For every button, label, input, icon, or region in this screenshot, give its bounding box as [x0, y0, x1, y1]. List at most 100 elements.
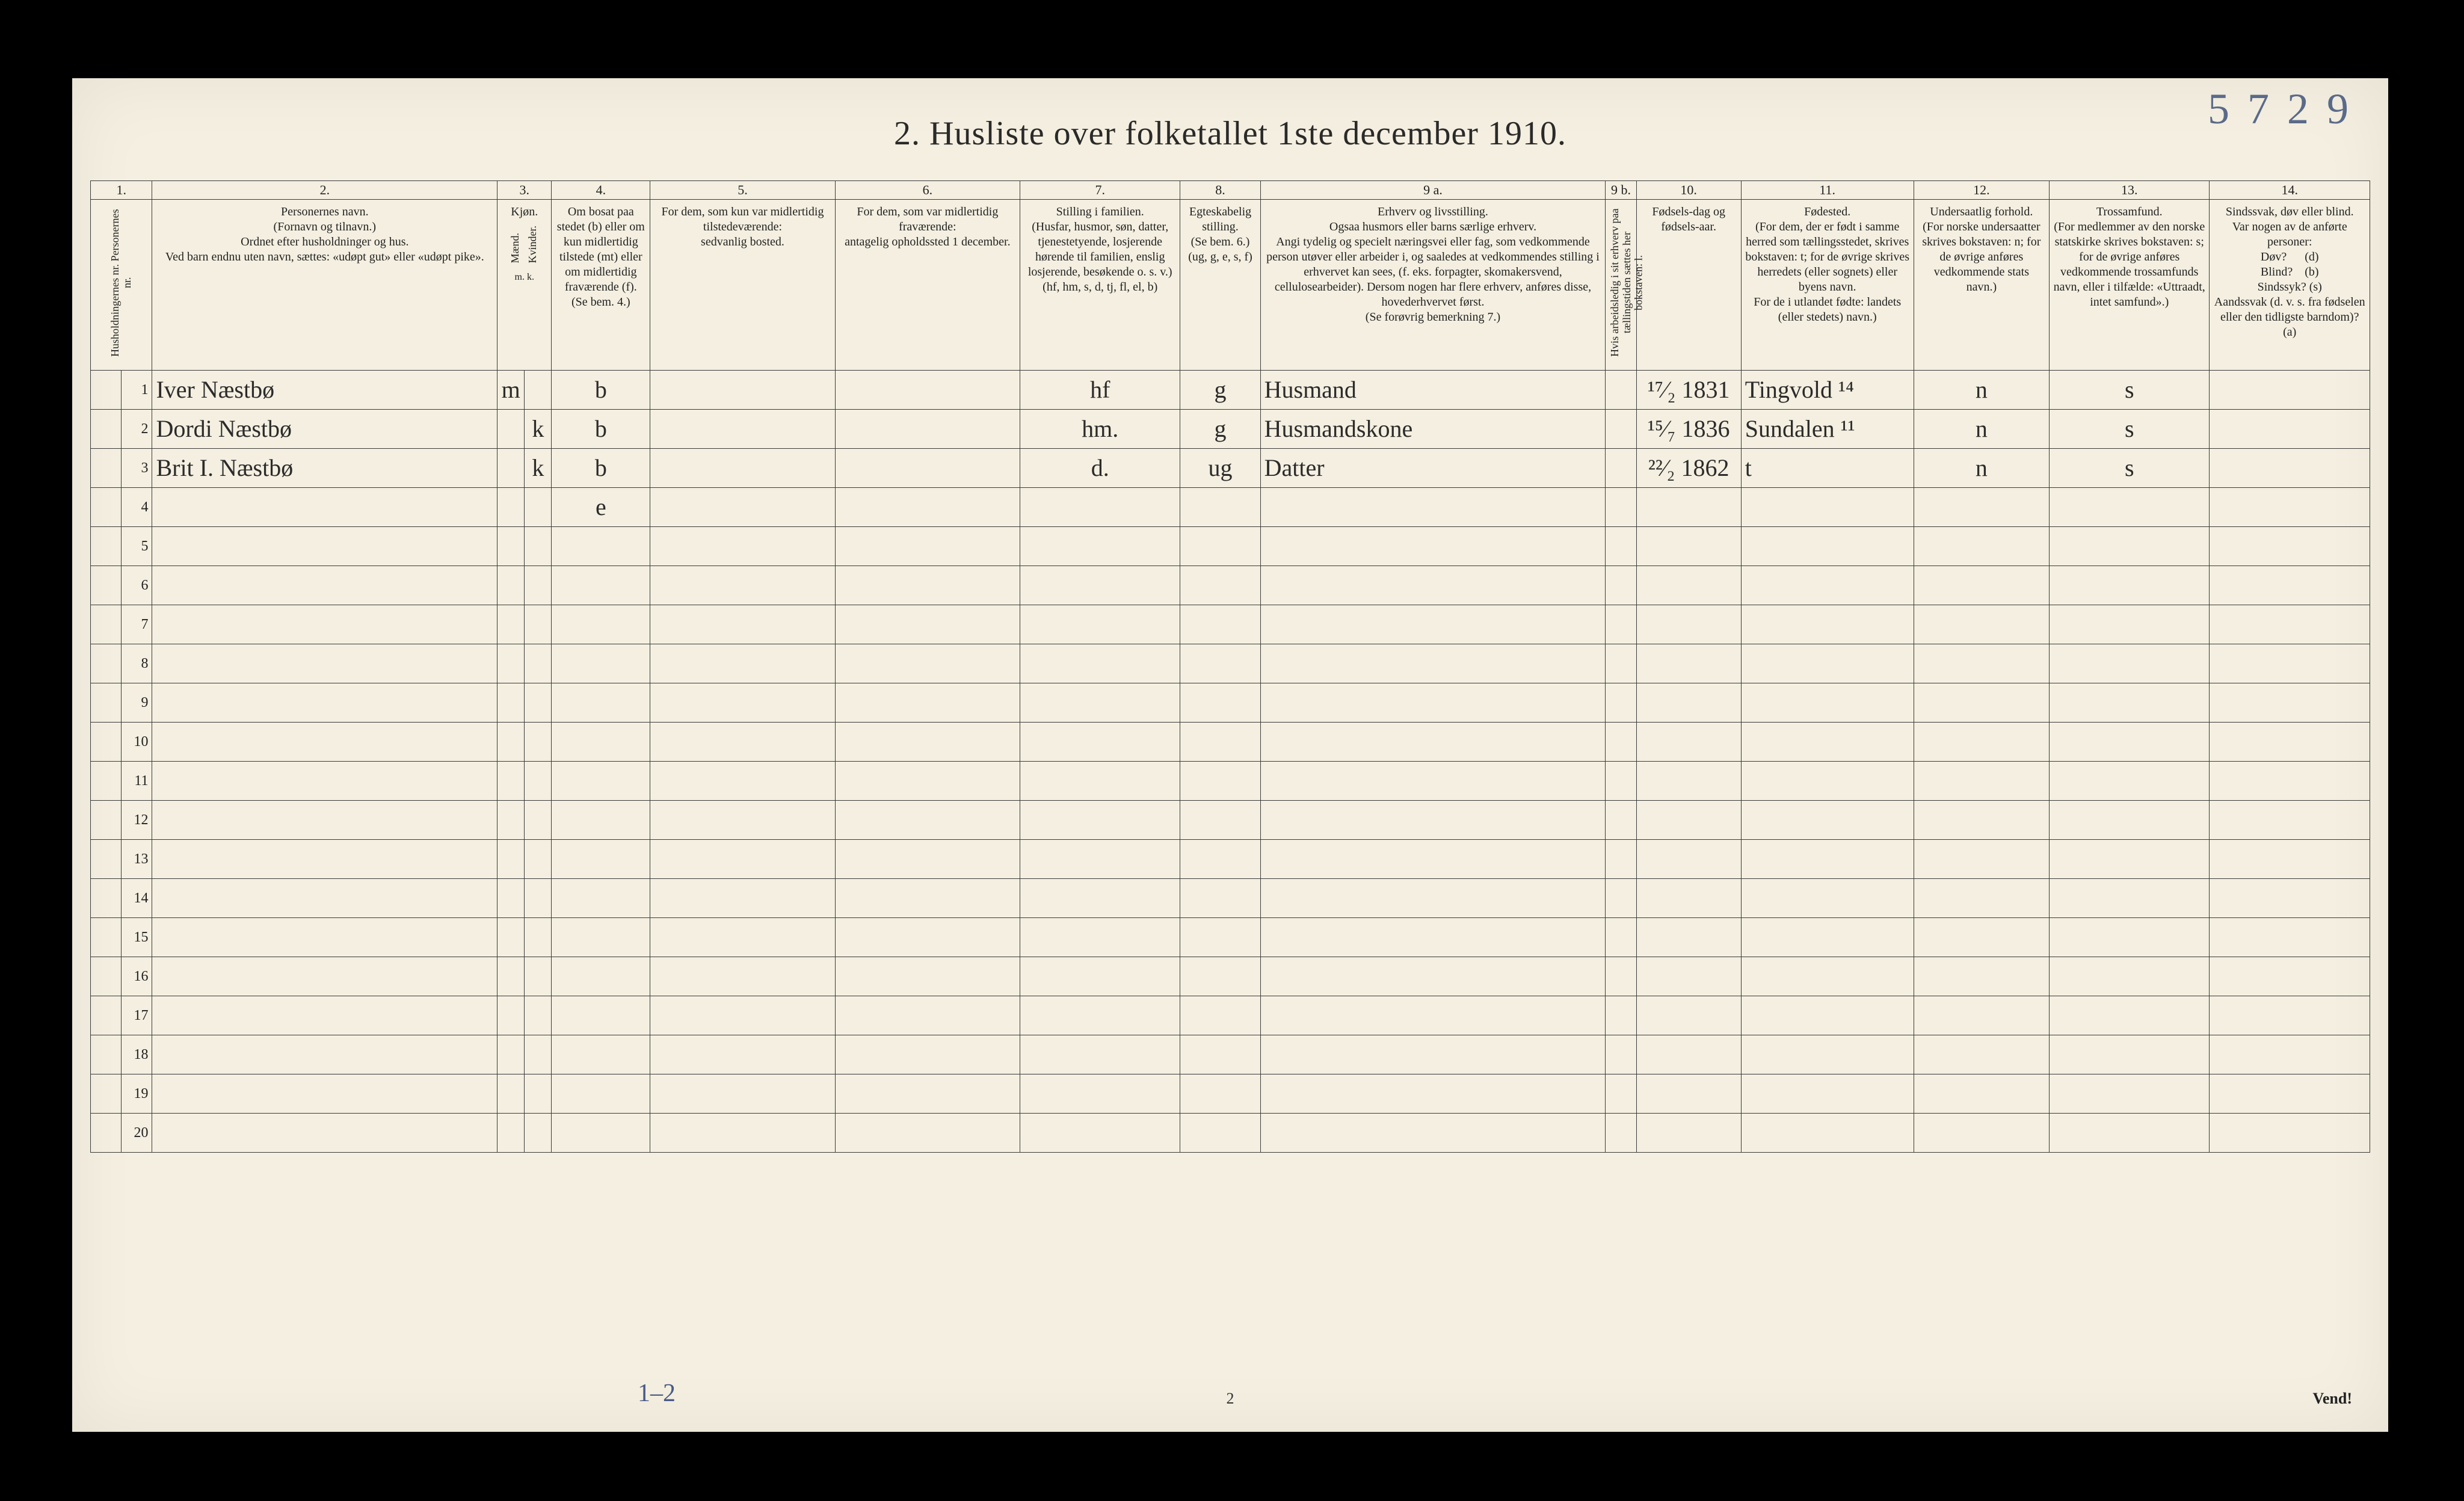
- table-cell: [1020, 957, 1180, 996]
- table-cell: [650, 683, 835, 723]
- table-cell: [835, 449, 1020, 488]
- table-cell: [1914, 996, 2049, 1035]
- table-cell: [1914, 918, 2049, 957]
- table-cell: [525, 996, 552, 1035]
- handwritten-value: g: [1215, 415, 1227, 442]
- table-cell: [1260, 801, 1606, 840]
- table-cell: [650, 996, 835, 1035]
- table-cell: [152, 566, 497, 605]
- census-table-wrap: 1. 2. 3. 4. 5. 6. 7. 8. 9 a. 9 b. 10. 11…: [90, 180, 2370, 1384]
- header-c14: Sindssvak, døv eller blind. Var nogen av…: [2210, 200, 2370, 371]
- table-cell: [1636, 762, 1741, 801]
- table-cell: [91, 879, 122, 918]
- table-cell: [1636, 996, 1741, 1035]
- table-cell: [835, 957, 1020, 996]
- table-row: 7: [91, 605, 2370, 644]
- table-cell: [1606, 918, 1636, 957]
- table-cell: [1741, 762, 1914, 801]
- table-cell: [1260, 527, 1606, 566]
- table-cell: [1020, 879, 1180, 918]
- table-cell: ¹⁵⁄₇ 1836: [1636, 410, 1741, 449]
- table-cell: [525, 801, 552, 840]
- row-number: 4: [122, 488, 152, 527]
- table-cell: [552, 879, 650, 918]
- table-cell: [525, 762, 552, 801]
- table-cell: [2050, 1035, 2210, 1074]
- table-row: 4e: [91, 488, 2370, 527]
- table-cell: [1914, 566, 2049, 605]
- table-cell: Datter: [1260, 449, 1606, 488]
- table-cell: Tingvold ¹⁴: [1741, 371, 1914, 410]
- table-cell: [835, 1074, 1020, 1114]
- table-cell: [525, 644, 552, 683]
- table-row: 17: [91, 996, 2370, 1035]
- handwritten-value: g: [1215, 376, 1227, 403]
- table-cell: [1741, 1074, 1914, 1114]
- table-cell: [525, 1074, 552, 1114]
- header-c9a-text: Erhverv og livsstilling. Ogsaa husmors e…: [1266, 205, 1603, 324]
- table-cell: [497, 957, 525, 996]
- table-cell: [1260, 605, 1606, 644]
- page-root: 5 7 2 9 2. Husliste over folketallet 1st…: [0, 0, 2464, 1501]
- table-cell: [835, 723, 1020, 762]
- table-cell: [650, 879, 835, 918]
- handwritten-value: Sundalen ¹¹: [1745, 415, 1855, 442]
- table-cell: [1606, 449, 1636, 488]
- table-cell: [497, 762, 525, 801]
- table-cell: [1636, 683, 1741, 723]
- table-cell: [1741, 1035, 1914, 1074]
- row-number: 11: [122, 762, 152, 801]
- footer-page-number: 2: [72, 1390, 2388, 1408]
- table-cell: [1636, 918, 1741, 957]
- table-cell: [497, 410, 525, 449]
- table-cell: s: [2050, 410, 2210, 449]
- header-c3-k: Kvinder.: [527, 222, 539, 267]
- table-cell: [1020, 683, 1180, 723]
- handwritten-value: Datter: [1264, 454, 1325, 481]
- table-cell: [1260, 879, 1606, 918]
- handwritten-value: Tingvold ¹⁴: [1745, 376, 1854, 403]
- header-c12-text: Undersaatlig forhold. (For norske unders…: [1922, 205, 2044, 294]
- table-cell: [91, 605, 122, 644]
- table-cell: [1914, 840, 2049, 879]
- table-cell: [1914, 1114, 2049, 1153]
- table-cell: [2050, 996, 2210, 1035]
- handwritten-value: s: [2125, 454, 2134, 481]
- table-cell: [2210, 371, 2370, 410]
- table-cell: [2050, 723, 2210, 762]
- table-cell: [152, 723, 497, 762]
- handwritten-value: b: [595, 376, 607, 403]
- row-number: 14: [122, 879, 152, 918]
- table-cell: [1180, 879, 1260, 918]
- table-cell: [1260, 996, 1606, 1035]
- table-cell: [1180, 566, 1260, 605]
- colnum-13: 13.: [2050, 181, 2210, 200]
- table-cell: [1914, 527, 2049, 566]
- table-cell: [1260, 840, 1606, 879]
- table-cell: [1180, 488, 1260, 527]
- table-cell: [497, 723, 525, 762]
- census-table-body: 1Iver NæstbømbhfgHusmand¹⁷⁄₂ 1831Tingvol…: [91, 371, 2370, 1153]
- table-cell: [835, 527, 1020, 566]
- table-cell: [552, 840, 650, 879]
- table-cell: [1636, 840, 1741, 879]
- row-number: 10: [122, 723, 152, 762]
- table-cell: Brit I. Næstbø: [152, 449, 497, 488]
- table-cell: Husmandskone: [1260, 410, 1606, 449]
- handwritten-value: ¹⁷⁄₂ 1831: [1648, 376, 1730, 403]
- table-cell: [1180, 644, 1260, 683]
- table-cell: [2050, 801, 2210, 840]
- colnum-12: 12.: [1914, 181, 2049, 200]
- table-cell: [497, 879, 525, 918]
- table-cell: [2210, 918, 2370, 957]
- table-cell: [1741, 840, 1914, 879]
- table-cell: [497, 449, 525, 488]
- handwritten-value: d.: [1091, 454, 1109, 481]
- table-cell: [91, 1074, 122, 1114]
- table-cell: [552, 957, 650, 996]
- row-number: 6: [122, 566, 152, 605]
- table-cell: [650, 762, 835, 801]
- census-table: 1. 2. 3. 4. 5. 6. 7. 8. 9 a. 9 b. 10. 11…: [90, 180, 2370, 1153]
- table-cell: [525, 683, 552, 723]
- table-cell: [1606, 957, 1636, 996]
